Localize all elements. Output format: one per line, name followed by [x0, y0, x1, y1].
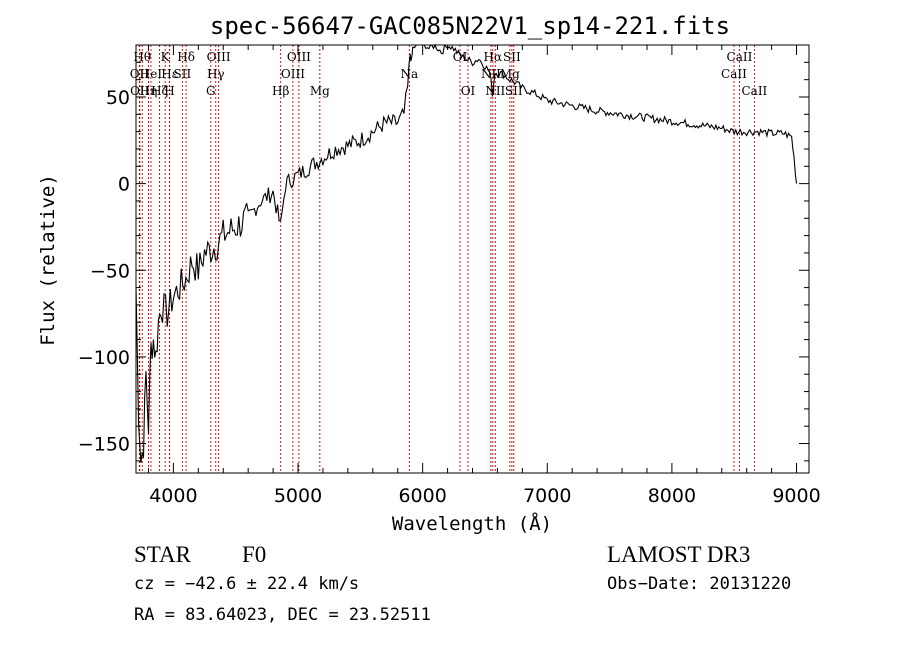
- line-label-7: H: [164, 84, 174, 98]
- line-label-15: OIII: [281, 67, 305, 81]
- chart-title: spec-56647-GAC085N22V1_sp14-221.fits: [210, 12, 730, 40]
- line-label-1: OII: [130, 84, 150, 98]
- line-label-23: NII: [485, 84, 505, 98]
- line-label-19: OI: [453, 50, 468, 64]
- x-tick-label-6000: 6000: [398, 485, 446, 507]
- line-label-13: OIII: [207, 50, 231, 64]
- object-class: STAR: [134, 542, 192, 567]
- line-label-28: CaII: [727, 50, 753, 64]
- y-tick-label-0: 0: [118, 174, 130, 196]
- line-label-2: Hθ: [133, 50, 151, 64]
- spectrum-line: [135, 43, 798, 463]
- line-label-27: CaII: [721, 67, 747, 81]
- line-label-29: CaII: [741, 84, 767, 98]
- line-label-18: Na: [400, 67, 418, 81]
- line-label-14: Hβ: [272, 84, 289, 98]
- line-label-12: Hγ: [207, 67, 225, 81]
- y-axis: −150 −100 −50 0 50: [78, 61, 809, 462]
- line-label-8: Hε: [161, 67, 178, 81]
- line-label-24: Mg: [500, 67, 520, 81]
- line-label-3: Hη: [140, 84, 158, 98]
- observation-date: Obs−Date: 20131220: [607, 574, 791, 594]
- line-label-6: K: [161, 50, 171, 64]
- line-label-22: Hα: [484, 50, 503, 64]
- line-label-21: NII: [481, 67, 501, 81]
- line-label-5: Hζ: [151, 84, 168, 98]
- x-axis: 4000 5000 6000 7000 8000 9000: [147, 45, 821, 507]
- line-label-10: Hδ: [177, 50, 195, 64]
- line-label-26: SII: [505, 84, 523, 98]
- emission-line-labels: OIIOIIHθHηHeIHζKHHεSIIHδGHγOIIIHβOIIIOII…: [130, 50, 768, 98]
- x-tick-label-7000: 7000: [523, 485, 571, 507]
- y-tick-label--150: −150: [78, 434, 130, 456]
- line-label-20: OI: [461, 84, 476, 98]
- line-label-25: SII: [503, 50, 521, 64]
- y-axis-label: Flux (relative): [37, 174, 59, 346]
- x-axis-label: Wavelength (Å): [392, 512, 552, 535]
- y-tick-label--100: −100: [78, 347, 130, 369]
- object-subclass: F0: [242, 542, 266, 567]
- emission-line-markers: [138, 45, 755, 473]
- line-label-4: HeI: [140, 67, 163, 81]
- redshift-velocity: cz = −42.6 ± 22.4 km/s: [134, 574, 359, 594]
- x-tick-label-5000: 5000: [274, 485, 322, 507]
- x-tick-label-9000: 9000: [772, 485, 820, 507]
- y-tick-label-50: 50: [106, 87, 130, 109]
- line-label-17: Mg: [310, 84, 330, 98]
- survey-name: LAMOST DR3: [607, 542, 750, 567]
- x-tick-label-4000: 4000: [149, 485, 197, 507]
- x-tick-label-8000: 8000: [648, 485, 696, 507]
- line-label-0: OII: [130, 67, 150, 81]
- y-tick-label--50: −50: [90, 260, 130, 282]
- line-label-9: SII: [174, 67, 192, 81]
- line-label-16: OIII: [287, 50, 311, 64]
- plot-frame: [135, 44, 810, 474]
- coordinates: RA = 83.64023, DEC = 23.52511: [134, 605, 431, 625]
- line-label-11: G: [206, 84, 216, 98]
